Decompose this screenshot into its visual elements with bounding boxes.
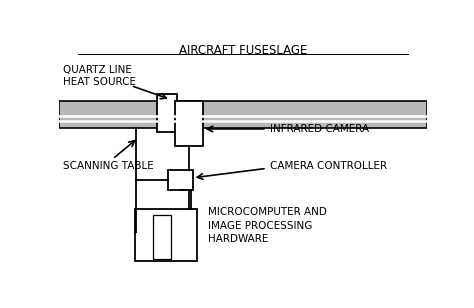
Polygon shape [182, 119, 199, 128]
Text: QUARTZ LINE
HEAT SOURCE: QUARTZ LINE HEAT SOURCE [63, 65, 136, 87]
Text: CAMERA CONTROLLER: CAMERA CONTROLLER [271, 161, 388, 171]
Text: AIRCRAFT FUSESLAGE: AIRCRAFT FUSESLAGE [179, 44, 307, 57]
Bar [168, 170, 192, 190]
Text: INFRARED CAMERA: INFRARED CAMERA [271, 124, 370, 134]
Bar [175, 101, 202, 146]
Text: SCANNING TABLE: SCANNING TABLE [63, 161, 154, 171]
Text: MICROCOMPUTER AND
IMAGE PROCESSING
HARDWARE: MICROCOMPUTER AND IMAGE PROCESSING HARDW… [208, 207, 327, 244]
Bar [156, 94, 177, 132]
Bar [59, 101, 427, 128]
Bar [135, 209, 197, 261]
Bar [153, 215, 171, 259]
